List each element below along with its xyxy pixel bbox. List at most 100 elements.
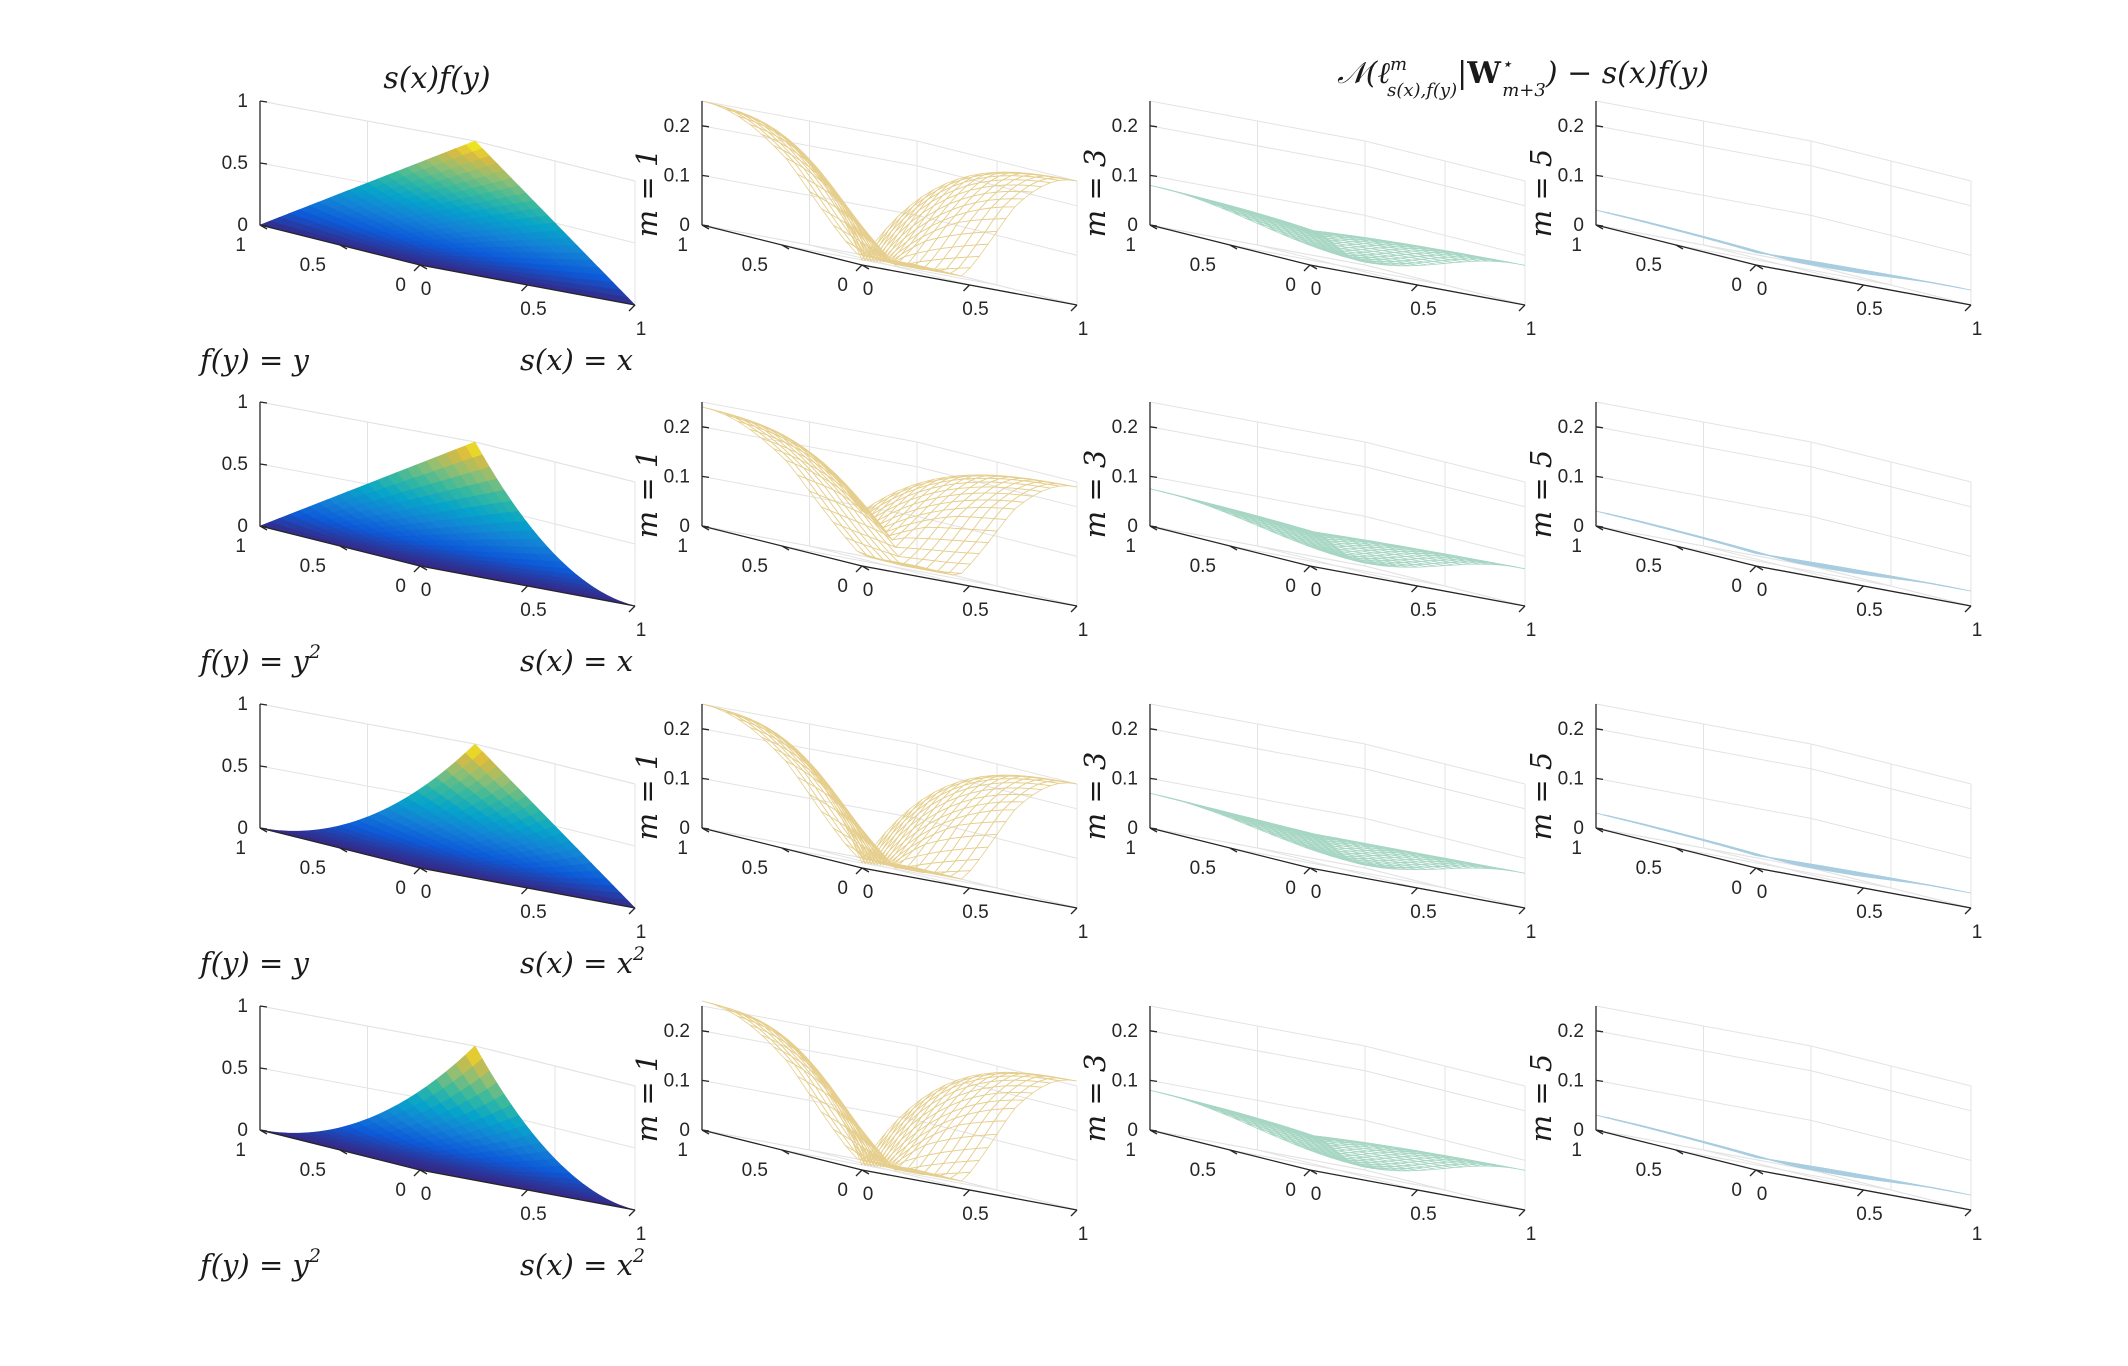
y-tick-label: 1 xyxy=(1571,235,1582,256)
surface-patch xyxy=(975,833,998,849)
z-tick-label: 0 xyxy=(1127,818,1138,839)
surface-patch xyxy=(796,474,820,496)
z-tick-label: 0.2 xyxy=(1558,417,1584,438)
surface-patch xyxy=(930,538,954,552)
x-tick xyxy=(1518,304,1526,312)
m-label: m = 3 xyxy=(1078,450,1112,539)
z-tick-label: 0 xyxy=(1127,516,1138,537)
z-tick xyxy=(1149,728,1158,731)
surface-patch xyxy=(910,225,932,245)
x-tick xyxy=(521,284,528,292)
z-tick xyxy=(701,426,710,429)
y-tick-label: 0 xyxy=(1731,878,1742,899)
x-tick-label: 1 xyxy=(1526,922,1537,943)
surface-patch xyxy=(984,518,1007,532)
x-tick xyxy=(1070,304,1078,312)
z-tick-label: 0 xyxy=(237,516,248,537)
f-exponent: 2 xyxy=(308,641,321,663)
surface xyxy=(1595,209,1972,291)
s-function-label: s(x) = x xyxy=(520,644,633,678)
z-tick-label: 0.2 xyxy=(1112,719,1138,740)
grid-line xyxy=(1595,125,1972,207)
right-column-title: 𝒩(ℓm s(x),f(y)|W⋆ m+3) − s(x)f(y) xyxy=(1337,54,1709,101)
y-tick-label: 0 xyxy=(395,576,406,597)
x-tick-label: 0.5 xyxy=(1410,299,1436,320)
x-tick xyxy=(1749,867,1757,875)
x-tick-label: 1 xyxy=(1526,319,1537,340)
grid-line xyxy=(701,174,1078,256)
surface-patch xyxy=(921,798,944,817)
surface-patch xyxy=(948,562,972,574)
surface-patch xyxy=(972,218,995,234)
x-tick xyxy=(1411,585,1418,593)
surface-patch xyxy=(963,834,986,850)
y-tick-label: 0.5 xyxy=(742,556,768,577)
grid-line xyxy=(1595,174,1972,256)
surface-patch xyxy=(954,540,977,554)
surface-patch xyxy=(986,492,1010,501)
surface-patch xyxy=(945,859,969,873)
surface-patch xyxy=(921,549,945,562)
z-tick xyxy=(259,100,268,103)
surface-patch xyxy=(1007,787,1031,795)
x-tick-label: 0.5 xyxy=(520,299,546,320)
z-tick-label: 0.1 xyxy=(1112,165,1138,186)
x-tick xyxy=(855,565,863,573)
surface-patch xyxy=(829,509,853,531)
surface-patch xyxy=(746,118,768,132)
x-tick-label: 1 xyxy=(1078,620,1089,641)
surface-patch xyxy=(912,479,934,488)
z-tick-label: 0.2 xyxy=(1112,417,1138,438)
z-tick-label: 0.2 xyxy=(664,417,690,438)
x-tick xyxy=(628,605,636,613)
x-tick xyxy=(628,304,636,312)
surface-patch xyxy=(962,492,986,502)
m-label: m = 1 xyxy=(630,752,664,841)
surface-patch xyxy=(903,843,926,861)
grid-line xyxy=(701,401,1078,483)
y-tick-label: 1 xyxy=(1571,536,1582,557)
surface-patch xyxy=(906,824,929,845)
grid-line xyxy=(701,125,1078,207)
z-tick xyxy=(701,125,710,128)
surface-patch xyxy=(957,552,981,565)
x-tick xyxy=(1964,605,1972,613)
surface-patch xyxy=(974,492,998,501)
z-tick-label: 0 xyxy=(679,215,690,236)
x-tick xyxy=(855,867,863,875)
surface-patch xyxy=(975,230,998,246)
f-function-label: f(y) = y2 xyxy=(198,641,321,678)
z-tick-label: 0 xyxy=(679,516,690,537)
grid-line xyxy=(701,703,1078,785)
surface-patch xyxy=(972,517,995,531)
surface-patch xyxy=(1004,782,1028,789)
z-tick-label: 0.5 xyxy=(222,756,248,777)
surface-patch xyxy=(966,243,989,258)
surface-patch xyxy=(966,846,989,861)
y-tick-label: 0 xyxy=(1731,576,1742,597)
y-tick-label: 0.5 xyxy=(1190,858,1216,879)
surface-patch xyxy=(957,858,981,872)
x-tick xyxy=(1411,887,1418,895)
x-tick-label: 0 xyxy=(1757,882,1768,903)
grid-line xyxy=(781,545,998,587)
y-tick-label: 0.5 xyxy=(742,255,768,276)
y-tick-label: 0 xyxy=(837,275,848,296)
x-tick-label: 0 xyxy=(421,279,432,300)
x-tick xyxy=(1857,284,1864,292)
surface xyxy=(259,743,636,909)
surface xyxy=(259,1045,636,1211)
z-tick xyxy=(1149,125,1158,128)
surface-patch xyxy=(954,847,978,862)
surface-patch xyxy=(746,721,768,735)
z-tick xyxy=(1595,777,1604,781)
